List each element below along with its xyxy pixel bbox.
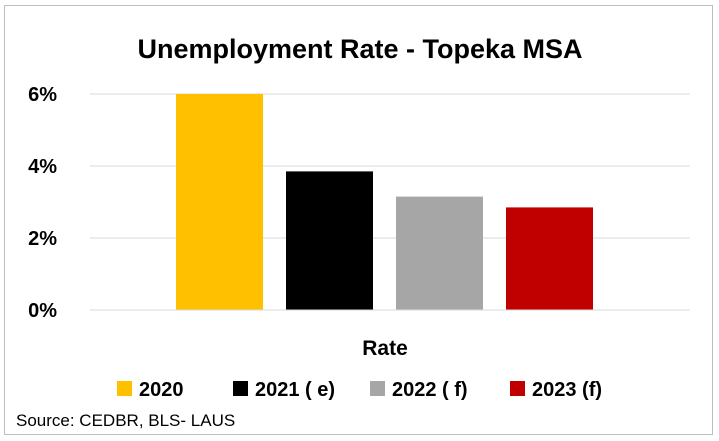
y-tick-label: 2% [28, 228, 57, 250]
legend-label: 2021 ( e) [255, 379, 335, 401]
legend-swatch [233, 381, 248, 396]
legend: 2020 2021 ( e) 2022 ( f) 2023 (f) [117, 379, 602, 401]
x-axis-label: Rate [362, 337, 408, 360]
legend-label: 2022 ( f) [392, 379, 468, 401]
y-tick-label: 4% [28, 156, 57, 178]
chart-title: Unemployment Rate - Topeka MSA [137, 34, 582, 64]
y-axis-ticks: 0% 2% 4% 6% [28, 84, 57, 322]
y-tick-label: 6% [28, 84, 57, 106]
bars [176, 94, 593, 310]
legend-label: 2023 (f) [532, 379, 602, 401]
legend-swatch [370, 381, 385, 396]
legend-swatch [117, 381, 132, 396]
legend-label: 2020 [139, 379, 184, 401]
bar-2020 [176, 94, 263, 310]
bar-2021-e [286, 171, 373, 310]
legend-swatch [510, 381, 525, 396]
y-tick-label: 0% [28, 300, 57, 322]
bar-2023-f [506, 207, 593, 310]
source-note: Source: CEDBR, BLS- LAUS [16, 411, 235, 430]
bar-2022-f [396, 196, 483, 310]
